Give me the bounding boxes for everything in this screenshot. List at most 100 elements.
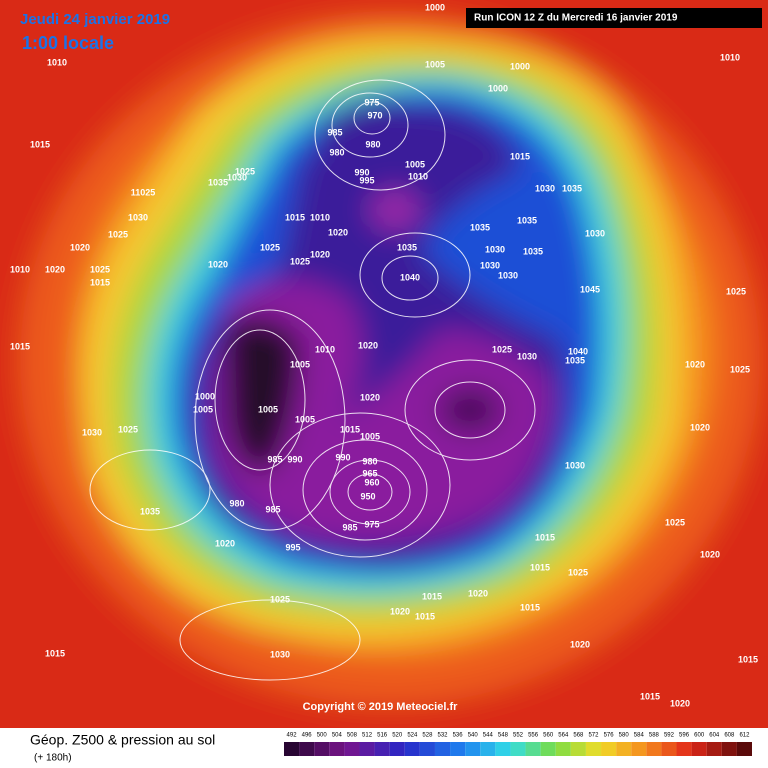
pressure-label: 1015 — [45, 648, 65, 658]
pressure-label: 1030 — [270, 649, 290, 659]
scale-swatch — [736, 742, 752, 756]
pressure-label: 1025 — [108, 229, 128, 239]
scale-swatch — [404, 742, 420, 756]
scale-swatch — [495, 742, 511, 756]
scale-label: 544 — [483, 733, 494, 739]
legend: Géop. Z500 & pression au sol (+ 180h) 49… — [30, 732, 752, 764]
pressure-label: 1020 — [208, 259, 228, 269]
scale-swatch — [525, 742, 541, 756]
pressure-label: 1020 — [690, 422, 710, 432]
pressure-label: 980 — [329, 147, 344, 157]
scale-swatch — [555, 742, 571, 756]
pressure-label: 1025 — [118, 424, 138, 434]
pressure-label: 1015 — [640, 691, 660, 701]
scale-swatch — [344, 742, 360, 756]
pressure-label: 1015 — [535, 532, 555, 542]
scale-swatch — [450, 742, 466, 756]
pressure-label: 1035 — [140, 506, 160, 516]
pressure-label: 1000 — [425, 2, 445, 12]
pressure-label: 980 — [229, 498, 244, 508]
pressure-label: 990 — [335, 452, 350, 462]
pressure-label: 1015 — [10, 341, 30, 351]
scale-label: 540 — [468, 733, 479, 739]
pressure-label: 1010 — [315, 344, 335, 354]
scale-label: 520 — [392, 733, 403, 739]
isobars — [89, 79, 536, 681]
scale-label: 516 — [377, 733, 388, 739]
scale-swatch — [691, 742, 707, 756]
pressure-label: 1010 — [720, 52, 740, 62]
scale-swatch — [570, 742, 586, 756]
scale-swatch — [389, 742, 405, 756]
scale-label: 492 — [287, 733, 298, 739]
scale-swatch — [465, 742, 481, 756]
pressure-label: 1015 — [90, 277, 110, 287]
pressure-label: 1005 — [425, 59, 445, 69]
scale-swatch — [359, 742, 375, 756]
scale-swatch — [661, 742, 677, 756]
pressure-label: 1040 — [568, 346, 588, 356]
scale-label: 604 — [709, 733, 720, 739]
pressure-label: 1035 — [565, 355, 585, 365]
scale-label: 560 — [543, 733, 554, 739]
pressure-label: 1025 — [260, 242, 280, 252]
pressure-label: 1005 — [405, 159, 425, 169]
pressure-label: 1020 — [310, 249, 330, 259]
scale-label: 528 — [422, 733, 433, 739]
pressure-label: 985 — [342, 522, 357, 532]
scale-label: 568 — [573, 733, 584, 739]
pressure-label: 1015 — [520, 602, 540, 612]
pressure-label: 1020 — [670, 698, 690, 708]
pressure-label: 1030 — [128, 212, 148, 222]
scale-swatch — [601, 742, 617, 756]
pressure-label: 985 — [327, 127, 342, 137]
pressure-label: 1030 — [480, 260, 500, 270]
scale-label: 556 — [528, 733, 539, 739]
pressure-label: 1020 — [700, 549, 720, 559]
forecast-date: Jeudi 24 janvier 2019 — [20, 11, 170, 28]
pressure-label: 1005 — [258, 404, 278, 414]
scale-label: 600 — [694, 733, 705, 739]
pressure-label: 1040 — [400, 272, 420, 282]
pressure-label: 1010 — [10, 264, 30, 274]
pressure-label: 960 — [364, 477, 379, 487]
scale-label: 608 — [724, 733, 735, 739]
pressure-label: 1030 — [82, 427, 102, 437]
pressure-label: 1010 — [47, 57, 67, 67]
pressure-label: 1035 — [523, 246, 543, 256]
pressure-label: 950 — [360, 491, 375, 501]
pressure-label: 1030 — [565, 460, 585, 470]
scale-label: 496 — [302, 733, 313, 739]
scale-label: 580 — [619, 733, 630, 739]
scale-swatch — [419, 742, 435, 756]
scale-swatch — [299, 742, 315, 756]
scale-swatch — [676, 742, 692, 756]
pressure-label: 1005 — [193, 404, 213, 414]
pressure-label: 1020 — [570, 639, 590, 649]
pressure-label: 1030 — [485, 244, 505, 254]
pressure-label: 1025 — [492, 344, 512, 354]
scale-label: 592 — [664, 733, 675, 739]
scale-label: 532 — [438, 733, 449, 739]
pressure-label: 1000 — [510, 61, 530, 71]
pressure-label: 1025 — [726, 286, 746, 296]
pressure-label: 1005 — [290, 359, 310, 369]
pressure-label: 11025 — [131, 187, 156, 197]
scale-swatch — [540, 742, 556, 756]
scale-label: 596 — [679, 733, 690, 739]
scale-swatch — [631, 742, 647, 756]
pressure-label: 1025 — [235, 166, 255, 176]
scale-swatch — [284, 742, 300, 756]
pressure-label: 1025 — [270, 594, 290, 604]
scale-swatch — [480, 742, 496, 756]
pressure-label: 1015 — [530, 562, 550, 572]
scale-swatch — [706, 742, 722, 756]
scale-label: 552 — [513, 733, 524, 739]
scale-label: 504 — [332, 733, 343, 739]
pressure-label: 1015 — [510, 151, 530, 161]
scale-label: 572 — [588, 733, 599, 739]
pressure-label: 1000 — [488, 83, 508, 93]
pressure-label: 1035 — [397, 242, 417, 252]
pressure-label: 1025 — [290, 256, 310, 266]
